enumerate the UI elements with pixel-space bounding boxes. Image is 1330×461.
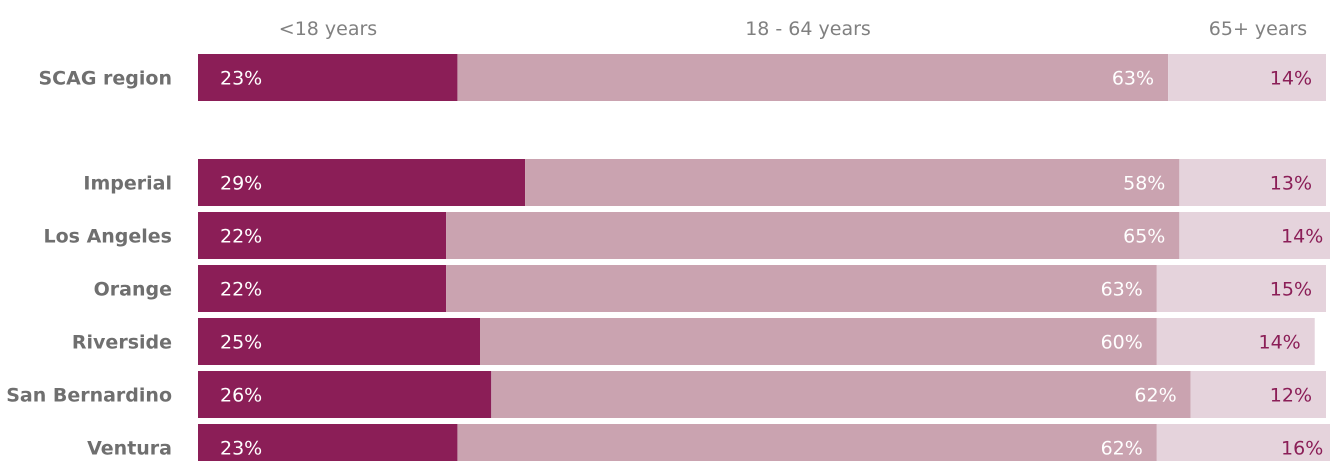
bar-orange-65-years (1156, 265, 1326, 312)
data-label-imperial-18-64-years: 58% (1123, 173, 1165, 195)
data-label-scag-region-18-64-years: 63% (1112, 68, 1154, 90)
data-label-imperial-65-years: 13% (1270, 173, 1312, 195)
category-label-los-angeles: Los Angeles (43, 226, 172, 248)
data-label-scag-region-18-years: 23% (220, 68, 262, 90)
category-label-ventura: Ventura (87, 438, 172, 460)
legend-label-18-years: <18 years (279, 18, 377, 40)
data-label-san-bernardino-18-64-years: 62% (1134, 385, 1176, 407)
legend-label-65-years: 65+ years (1209, 18, 1307, 40)
bar-riverside-65-years (1156, 318, 1315, 365)
data-label-ventura-18-years: 23% (220, 438, 262, 460)
bar-san-bernardino-18-years (198, 371, 492, 418)
bar-ventura-18-64-years (457, 424, 1157, 461)
data-label-los-angeles-18-64-years: 65% (1123, 226, 1165, 248)
bar-scag-region-18-64-years (457, 54, 1169, 101)
data-label-orange-18-64-years: 63% (1101, 279, 1143, 301)
bar-orange-18-years (198, 265, 447, 312)
data-label-riverside-18-64-years: 60% (1101, 332, 1143, 354)
bar-scag-region-18-years (198, 54, 458, 101)
bar-ventura-18-years (198, 424, 458, 461)
bar-los-angeles-65-years (1179, 212, 1330, 259)
bar-los-angeles-18-64-years (446, 212, 1180, 259)
data-label-los-angeles-18-years: 22% (220, 226, 262, 248)
data-label-riverside-18-years: 25% (220, 332, 262, 354)
bar-riverside-18-64-years (480, 318, 1157, 365)
data-label-orange-65-years: 15% (1270, 279, 1312, 301)
data-label-ventura-18-64-years: 62% (1101, 438, 1143, 460)
bar-orange-18-64-years (446, 265, 1157, 312)
category-label-san-bernardino: San Bernardino (6, 385, 172, 407)
bar-imperial-18-years (198, 159, 526, 206)
data-label-scag-region-65-years: 14% (1270, 68, 1312, 90)
bar-san-bernardino-65-years (1190, 371, 1326, 418)
data-label-orange-18-years: 22% (220, 279, 262, 301)
category-label-scag-region: SCAG region (39, 68, 173, 90)
legend-label-18-64-years: 18 - 64 years (745, 18, 871, 40)
bar-ventura-65-years (1156, 424, 1330, 461)
data-label-imperial-18-years: 29% (220, 173, 262, 195)
bar-imperial-18-64-years (525, 159, 1180, 206)
data-label-riverside-65-years: 14% (1258, 332, 1300, 354)
bar-scag-region-65-years (1168, 54, 1326, 101)
data-label-san-bernardino-18-years: 26% (220, 385, 262, 407)
bar-san-bernardino-18-64-years (491, 371, 1191, 418)
category-label-riverside: Riverside (72, 332, 172, 354)
bar-los-angeles-18-years (198, 212, 447, 259)
data-label-san-bernardino-65-years: 12% (1270, 385, 1312, 407)
bar-riverside-18-years (198, 318, 480, 365)
category-label-imperial: Imperial (83, 173, 172, 195)
category-label-orange: Orange (94, 279, 172, 301)
data-label-ventura-65-years: 16% (1281, 438, 1323, 460)
data-label-los-angeles-65-years: 14% (1281, 226, 1323, 248)
bar-imperial-65-years (1179, 159, 1326, 206)
